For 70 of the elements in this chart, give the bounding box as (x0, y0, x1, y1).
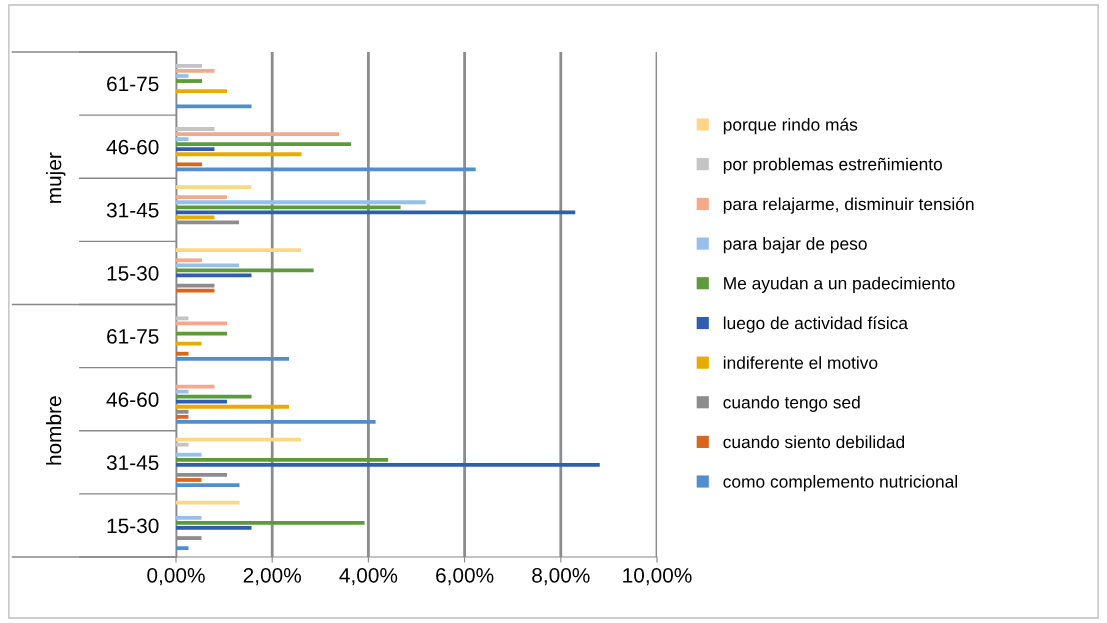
y-tick-label: 46-60 (106, 392, 159, 407)
legend-label: Me ayudan a un padecimiento (724, 276, 955, 293)
bar (176, 515, 202, 520)
bar (176, 142, 352, 147)
bar (176, 210, 576, 215)
bar (176, 63, 202, 68)
bar (176, 288, 215, 293)
bar (176, 404, 290, 409)
bar (176, 248, 302, 253)
y-tick-label: 46-60 (106, 139, 159, 155)
bar (176, 452, 202, 457)
x-tick-label: 2,00% (243, 567, 301, 586)
bar (176, 89, 227, 94)
bar (176, 316, 189, 321)
bar (176, 132, 340, 136)
bar (176, 147, 215, 152)
legend-label: luego de actividad física (723, 316, 909, 333)
bar (176, 200, 426, 205)
legend-label: como complemento nutricional (723, 475, 958, 492)
bar (176, 137, 189, 142)
bar (176, 442, 189, 447)
y-tick-label: 31-45 (106, 202, 159, 218)
bar (176, 526, 252, 530)
bar (176, 205, 401, 210)
x-tick-label: 8,00% (532, 567, 590, 586)
bar (176, 79, 202, 83)
bar (176, 457, 389, 462)
text: mujer (46, 152, 66, 203)
bar (176, 104, 252, 109)
bar (176, 341, 202, 346)
legend-label: porque rindo más (723, 117, 858, 135)
bar (176, 215, 215, 220)
bar (176, 263, 240, 268)
bar (176, 521, 365, 525)
bar (176, 162, 202, 167)
bar (176, 74, 189, 78)
text: hombre (46, 396, 62, 465)
bar (176, 195, 227, 200)
y-tick-label: 15-30 (107, 265, 159, 281)
x-tick-label: 4,00% (339, 567, 398, 586)
bar (176, 414, 189, 419)
bar (176, 483, 240, 487)
legend-label: cuando siento debilidad (723, 435, 905, 449)
x-tick-label: 6,00% (436, 567, 494, 586)
legend-label: indiferente el motivo (723, 356, 878, 369)
y-tick-label: 31-45 (106, 455, 159, 471)
x-tick-label: 0,00% (147, 567, 205, 586)
bar (176, 351, 189, 356)
bar (176, 152, 302, 157)
bar (176, 389, 189, 394)
y-tick-label: 15-30 (107, 518, 159, 534)
bar (176, 462, 600, 467)
legend-label: para bajar de peso (723, 237, 867, 254)
bar (176, 356, 290, 361)
legend-label: cuando tengo sed (723, 395, 860, 412)
bar (176, 500, 240, 505)
bar (176, 127, 215, 131)
bar (176, 478, 202, 482)
legend-label: para relajarme, disminuir tensión (723, 197, 974, 214)
bar (176, 394, 252, 399)
bar (176, 399, 227, 404)
bar (176, 546, 189, 551)
x-tick-label: 10,00% (623, 567, 692, 586)
y-tick-label: 61-75 (107, 329, 159, 344)
y-tick-label: 61-75 (107, 76, 159, 92)
bar (176, 258, 202, 263)
bar (176, 69, 215, 73)
bar (176, 420, 376, 424)
bar (176, 185, 252, 189)
legend-label: por problemas estreñimiento (723, 157, 942, 174)
